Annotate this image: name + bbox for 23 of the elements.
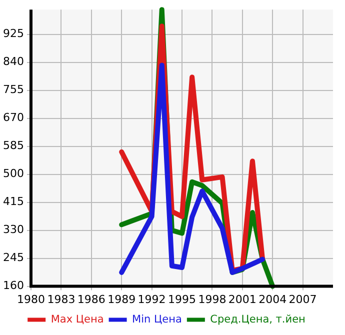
y-tick-label: 840 [2,55,24,68]
x-tick-label: 2004 [258,292,287,306]
y-tick-label: 245 [2,251,24,264]
legend-label: Сред.Цена, т.йен [210,313,306,326]
y-tick-label: 500 [2,167,24,180]
y-tick-label: 415 [2,195,24,208]
x-tick-label: 1983 [47,292,76,306]
x-tick-label: 2007 [288,292,317,306]
x-tick-label: 1980 [16,292,45,306]
y-tick-label: 670 [2,111,24,124]
x-tick-label: 1989 [108,292,136,306]
x-tick-label: 1986 [77,292,106,306]
y-tick-label: 585 [2,139,24,152]
legend-label: Max Цена [50,313,104,326]
y-tick-label: 755 [2,83,24,96]
x-tick-label: 2001 [228,292,256,306]
legend-label: Min Цена [132,313,182,326]
x-tick-label: 1995 [168,292,196,306]
x-tick-label: 1998 [198,292,226,306]
x-tick-label: 1992 [138,292,166,306]
y-tick-label: 160 [2,279,24,292]
y-tick-label: 330 [2,223,24,236]
y-tick-label: 925 [2,27,24,40]
